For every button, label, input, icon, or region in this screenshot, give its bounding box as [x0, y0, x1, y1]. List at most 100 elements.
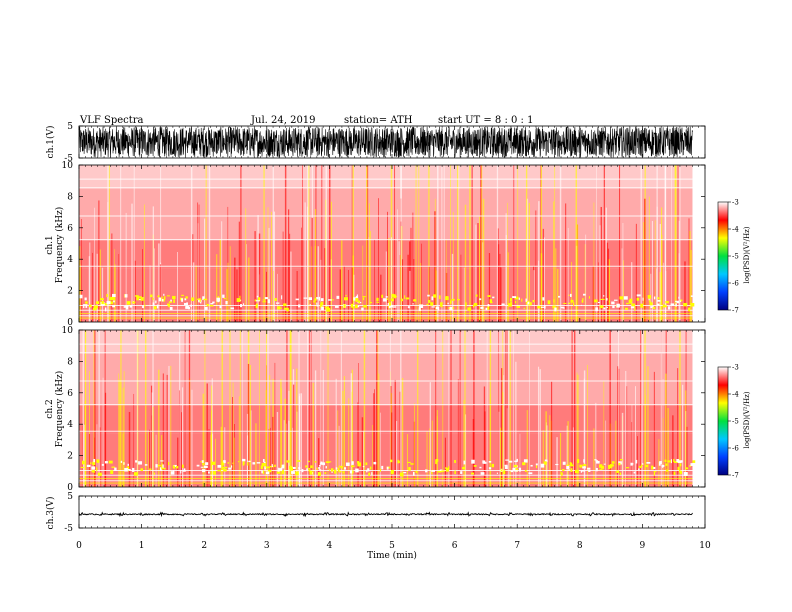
- low-frequency-speckle: [532, 299, 535, 303]
- low-frequency-speckle: [496, 472, 498, 474]
- colorbar-tick-label: -5: [732, 253, 739, 261]
- low-frequency-speckle: [223, 460, 226, 464]
- low-frequency-speckle: [150, 294, 153, 298]
- low-frequency-speckle: [318, 465, 321, 467]
- low-frequency-speckle: [88, 304, 92, 308]
- low-frequency-speckle: [601, 305, 603, 307]
- y-tick-label: 5: [67, 492, 73, 502]
- low-frequency-speckle: [109, 301, 114, 305]
- low-frequency-speckle: [679, 463, 682, 467]
- low-frequency-speckle: [222, 461, 224, 466]
- spectral-band: [79, 240, 693, 269]
- low-frequency-speckle: [555, 463, 559, 466]
- low-frequency-speckle: [153, 306, 157, 310]
- low-frequency-speckle: [412, 471, 415, 476]
- low-frequency-speckle: [448, 307, 450, 309]
- low-frequency-speckle: [516, 458, 518, 462]
- colorbar: [717, 201, 729, 311]
- low-frequency-speckle: [535, 463, 538, 466]
- low-frequency-speckle: [156, 304, 159, 309]
- low-frequency-speckle: [325, 461, 330, 464]
- low-frequency-speckle: [307, 460, 310, 463]
- low-frequency-speckle: [324, 306, 327, 308]
- low-frequency-speckle: [508, 303, 512, 307]
- low-frequency-speckle: [125, 305, 129, 308]
- x-tick-label: 10: [699, 541, 711, 551]
- low-frequency-speckle: [407, 306, 410, 309]
- low-frequency-speckle: [472, 304, 475, 308]
- low-frequency-speckle: [271, 464, 273, 468]
- low-frequency-speckle: [688, 307, 691, 312]
- low-frequency-speckle: [303, 297, 308, 299]
- low-frequency-speckle: [92, 307, 97, 311]
- low-frequency-speckle: [608, 300, 610, 303]
- low-frequency-speckle: [227, 462, 229, 464]
- low-frequency-speckle: [540, 306, 545, 308]
- low-frequency-speckle: [318, 469, 322, 471]
- low-frequency-speckle: [84, 297, 87, 301]
- low-frequency-speckle: [201, 463, 205, 465]
- low-frequency-speckle: [608, 464, 612, 469]
- x-tick-label: 4: [327, 541, 333, 551]
- low-frequency-speckle: [336, 295, 340, 299]
- low-frequency-speckle: [205, 462, 209, 466]
- low-frequency-speckle: [110, 296, 115, 301]
- low-frequency-speckle: [100, 298, 104, 301]
- low-frequency-speckle: [619, 472, 622, 475]
- low-frequency-speckle: [127, 468, 131, 471]
- low-frequency-speckle: [86, 464, 91, 468]
- low-frequency-speckle: [352, 306, 355, 310]
- low-frequency-speckle: [289, 467, 294, 471]
- ch2-spec-ylabel: Frequency (kHz): [54, 371, 65, 448]
- low-frequency-speckle: [651, 465, 654, 470]
- low-frequency-speckle: [433, 294, 437, 298]
- low-frequency-speckle: [642, 297, 644, 301]
- low-frequency-speckle: [365, 462, 368, 466]
- low-frequency-speckle: [286, 460, 290, 463]
- low-frequency-speckle: [92, 461, 96, 466]
- low-frequency-speckle: [635, 459, 638, 464]
- low-frequency-speckle: [616, 303, 620, 308]
- low-frequency-speckle: [521, 298, 523, 302]
- low-frequency-speckle: [683, 471, 688, 476]
- low-frequency-speckle: [160, 460, 164, 462]
- low-frequency-speckle: [260, 465, 263, 469]
- low-frequency-speckle: [646, 461, 651, 464]
- low-frequency-speckle: [83, 304, 88, 306]
- low-frequency-speckle: [448, 466, 450, 470]
- low-frequency-speckle: [190, 304, 193, 307]
- low-frequency-speckle: [256, 462, 261, 464]
- low-frequency-speckle: [142, 305, 144, 309]
- low-frequency-speckle: [554, 307, 557, 312]
- low-frequency-speckle: [594, 299, 598, 303]
- low-frequency-speckle: [640, 303, 644, 308]
- low-frequency-speckle: [398, 460, 400, 464]
- colorbar-tick-label: -3: [732, 364, 739, 372]
- low-frequency-speckle: [667, 460, 672, 463]
- low-frequency-speckle: [633, 471, 636, 474]
- low-frequency-speckle: [136, 296, 140, 301]
- low-frequency-speckle: [381, 294, 384, 298]
- low-frequency-speckle: [581, 300, 584, 303]
- low-frequency-speckle: [523, 459, 528, 463]
- low-frequency-speckle: [680, 470, 683, 475]
- spectral-band: [79, 353, 693, 406]
- low-frequency-speckle: [230, 465, 233, 468]
- low-frequency-speckle: [264, 297, 269, 300]
- low-frequency-speckle: [344, 297, 348, 301]
- low-frequency-speckle: [101, 463, 104, 466]
- low-frequency-speckle: [599, 469, 603, 471]
- low-frequency-speckle: [123, 306, 127, 308]
- low-frequency-speckle: [673, 458, 675, 462]
- low-frequency-speckle: [489, 299, 493, 304]
- low-frequency-speckle: [317, 472, 321, 476]
- low-frequency-speckle: [513, 464, 518, 468]
- low-frequency-speckle: [362, 296, 366, 298]
- low-frequency-speckle: [125, 306, 129, 310]
- low-frequency-speckle: [386, 466, 389, 470]
- low-frequency-speckle: [108, 460, 113, 464]
- low-frequency-speckle: [611, 461, 615, 464]
- low-frequency-speckle: [636, 294, 641, 297]
- low-frequency-speckle: [252, 462, 256, 465]
